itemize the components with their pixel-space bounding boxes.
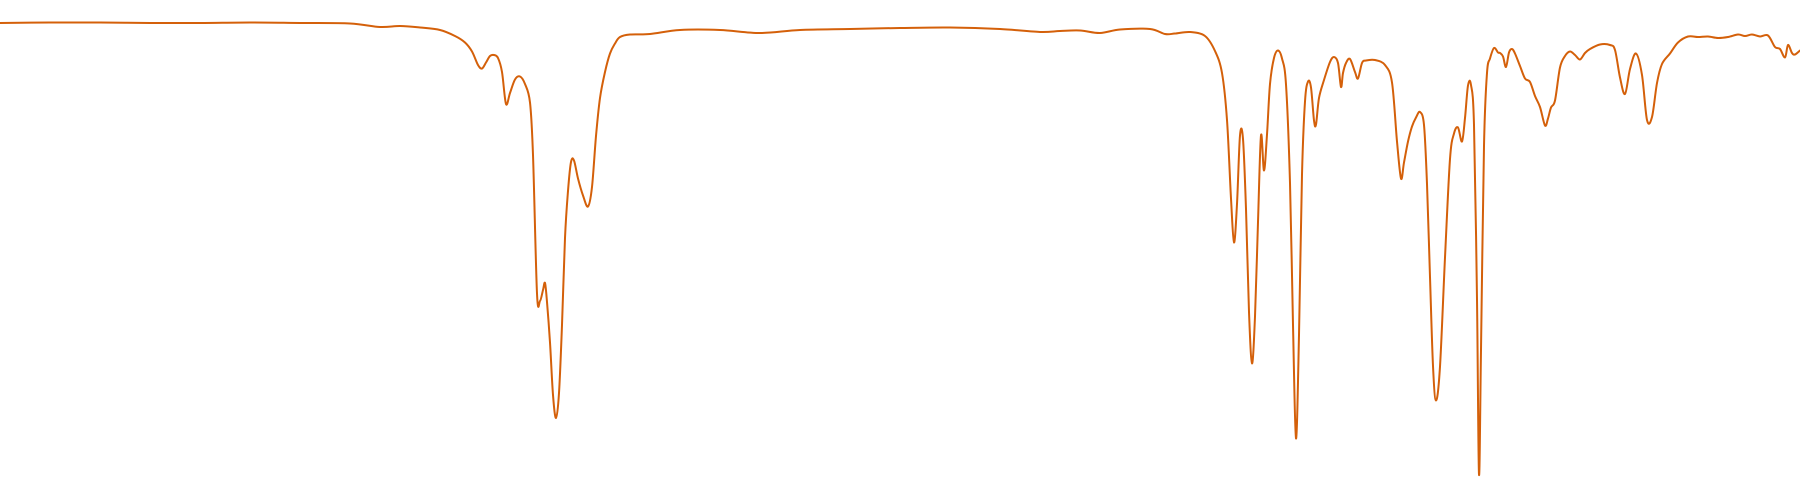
series-line-0 (0, 21, 1800, 476)
plot-area (0, 21, 1800, 476)
